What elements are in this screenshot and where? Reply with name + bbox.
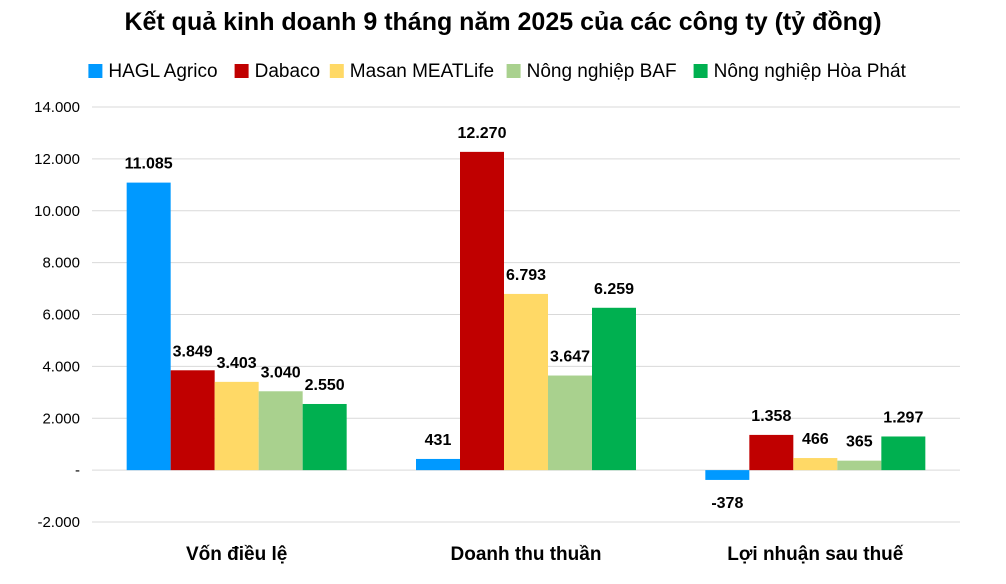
y-tick-label: 12.000 <box>34 151 80 168</box>
bar <box>837 460 882 471</box>
legend-swatch <box>234 64 249 78</box>
legend-swatch <box>693 64 708 78</box>
y-tick-label: - <box>75 462 80 479</box>
data-label: 6.259 <box>594 281 634 298</box>
data-label: 3.849 <box>173 343 213 360</box>
y-tick-label: 2.000 <box>42 410 80 427</box>
legend-label: HAGL Agrico <box>108 61 217 82</box>
x-category-label: Vốn điều lệ <box>186 544 287 565</box>
bar <box>705 470 750 480</box>
legend-label: Nông nghiệp Hòa Phát <box>714 61 907 82</box>
bar <box>592 307 636 471</box>
x-category-label: Lợi nhuận sau thuế <box>727 544 903 565</box>
y-tick-label: 8.000 <box>42 255 80 272</box>
legend-label: Nông nghiệp BAF <box>527 61 677 82</box>
data-label: 1.297 <box>883 409 923 426</box>
chart-title: Kết quả kinh doanh 9 tháng năm 2025 của … <box>124 8 882 36</box>
bar <box>302 403 347 471</box>
data-label: -378 <box>711 495 743 512</box>
data-label: 431 <box>425 432 452 449</box>
y-tick-label: 14.000 <box>34 99 80 116</box>
bar <box>258 391 303 471</box>
data-label: 466 <box>802 431 829 448</box>
bar <box>214 381 259 471</box>
data-label: 3.647 <box>550 349 590 366</box>
y-tick-label: 10.000 <box>34 203 80 220</box>
data-label: 3.403 <box>217 355 257 372</box>
bar <box>793 458 838 471</box>
bar <box>460 151 504 471</box>
bar <box>548 375 592 471</box>
data-label: 365 <box>846 434 873 451</box>
data-label: 2.550 <box>305 377 345 394</box>
legend-swatch <box>329 64 344 78</box>
legend-label: Masan MEATLife <box>350 61 494 82</box>
data-label: 11.085 <box>125 156 173 173</box>
legend-swatch <box>88 64 103 78</box>
data-label: 1.358 <box>751 408 791 425</box>
y-tick-label: 6.000 <box>42 307 80 324</box>
data-label: 6.793 <box>506 267 546 284</box>
bar <box>881 436 926 471</box>
data-label: 12.270 <box>458 125 507 142</box>
y-tick-label: 4.000 <box>42 358 80 375</box>
legend-label: Dabaco <box>255 61 321 82</box>
bar <box>749 434 794 471</box>
y-tick-label: -2.000 <box>37 514 80 531</box>
bar <box>170 370 215 471</box>
legend-swatch <box>506 64 521 78</box>
bar <box>504 293 548 471</box>
data-label: 3.040 <box>261 364 301 381</box>
bar <box>416 458 460 471</box>
bar <box>126 182 171 471</box>
x-category-label: Doanh thu thuần <box>451 544 602 565</box>
